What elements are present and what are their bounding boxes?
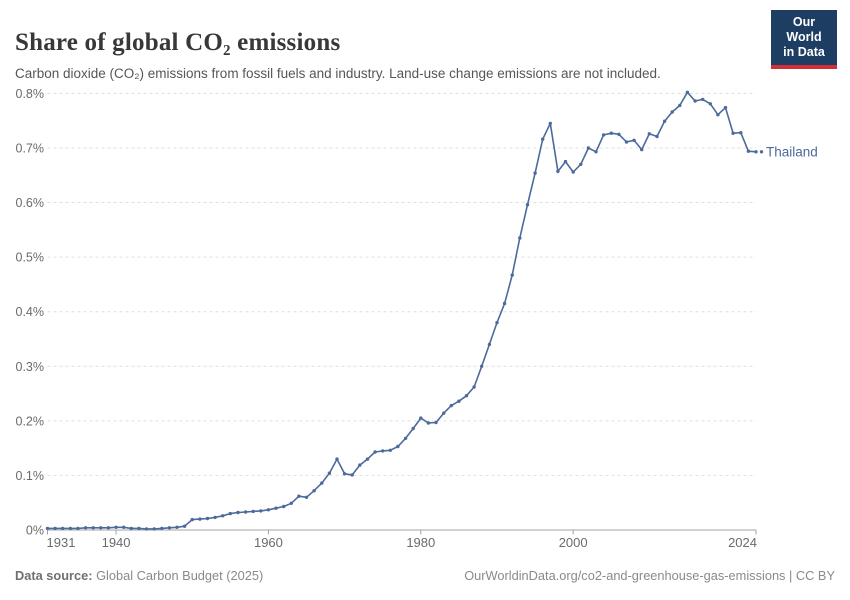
chart-svg[interactable]: 0%0.1%0.2%0.3%0.4%0.5%0.6%0.7%0.8%1931 19… — [0, 85, 850, 555]
data-source-value: Global Carbon Budget (2025) — [92, 568, 264, 583]
svg-text:1931: 1931 — [47, 535, 76, 550]
chart-footer: Data source: Global Carbon Budget (2025)… — [15, 568, 835, 583]
svg-text:0.1%: 0.1% — [16, 469, 45, 483]
svg-text:1960: 1960 — [254, 535, 283, 550]
data-source-label: Data source: — [15, 568, 93, 583]
chart-subtitle: Carbon dioxide (CO₂) emissions from foss… — [15, 65, 661, 81]
svg-text:2000: 2000 — [559, 535, 588, 550]
svg-text:0.2%: 0.2% — [16, 414, 45, 428]
page-title: Share of global CO₂ emissions — [15, 28, 341, 56]
y-gridlines — [47, 92, 756, 531]
svg-text:0%: 0% — [26, 524, 44, 538]
owid-logo[interactable]: Our World in Data — [771, 10, 837, 69]
x-axis: 1931 1940 1960 1980 2000 2024 — [47, 530, 757, 550]
svg-text:0.3%: 0.3% — [16, 360, 45, 374]
data-source: Data source: Global Carbon Budget (2025) — [15, 568, 263, 583]
line-chart[interactable]: 0% 0.1% 0.2% 0.3% 0.4% 0.5% 0.6% 0.7% 0.8% 1931 19… — [0, 85, 850, 555]
svg-text:0.4%: 0.4% — [16, 305, 45, 319]
svg-text:0.5%: 0.5% — [16, 251, 45, 265]
series-line-thailand[interactable] — [46, 91, 757, 530]
svg-text:0.7%: 0.7% — [16, 141, 45, 155]
svg-text:2024: 2024 — [728, 535, 757, 550]
y-axis-labels: 0% 0.1% 0.2% 0.3% 0.4% 0.5% 0.6% 0.7% 0.8% — [16, 87, 45, 538]
svg-text:0.8%: 0.8% — [16, 87, 45, 101]
svg-text:1940: 1940 — [102, 535, 131, 550]
data-point-markers — [45, 90, 758, 531]
owid-logo-line2: in Data — [783, 45, 825, 59]
series-label-thailand[interactable]: Thailand — [766, 144, 818, 159]
owid-logo-line1: Our World — [786, 15, 822, 44]
series-end-dot — [759, 150, 764, 154]
attribution-link[interactable]: OurWorldinData.org/co2-and-greenhouse-ga… — [464, 568, 835, 583]
svg-text:1980: 1980 — [406, 535, 435, 550]
svg-text:0.6%: 0.6% — [16, 196, 45, 210]
